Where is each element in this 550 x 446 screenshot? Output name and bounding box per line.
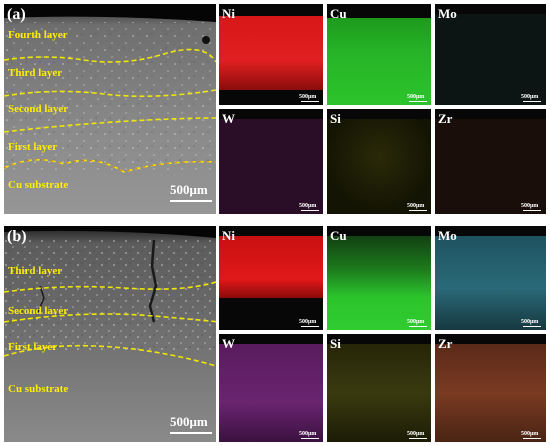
layer-label-a-3: Third layer <box>8 67 63 79</box>
map-a-w-scalebar <box>301 210 319 211</box>
map-a-w-scale: 500μm <box>299 203 317 209</box>
map-b-zr-scale: 500μm <box>521 431 539 437</box>
map-b-ni: Ni 500μm <box>219 226 323 330</box>
map-a-cu-band <box>327 18 431 105</box>
map-a-ni-band <box>219 16 323 90</box>
map-b-cu-label: Cu <box>330 228 347 243</box>
scale-bar-a <box>170 200 212 202</box>
map-a-si-scalebar <box>409 210 427 211</box>
panel-label-b: (b) <box>7 228 27 245</box>
map-a-si-scale: 500μm <box>407 203 425 209</box>
map-a-cu-label: Cu <box>330 6 347 21</box>
map-a-si-label: Si <box>330 111 341 126</box>
map-a-zr-scalebar <box>523 210 541 211</box>
map-b-si-label: Si <box>330 336 341 351</box>
map-b-si-scalebar <box>409 438 427 439</box>
map-a-mo-scalebar <box>523 101 541 102</box>
map-b-cu-scale: 500μm <box>407 319 425 325</box>
map-b-ni-scalebar <box>301 326 319 327</box>
scale-label-b: 500μm <box>170 414 208 429</box>
map-a-w-band <box>219 119 323 214</box>
map-b-mo-label: Mo <box>438 228 457 243</box>
map-b-si-band <box>327 344 431 442</box>
layer-label-b-2: Second layer <box>8 305 69 317</box>
map-b-zr-scalebar <box>523 438 541 439</box>
map-a-ni-scalebar <box>301 101 319 102</box>
map-b-mo-scalebar <box>523 326 541 327</box>
map-a-si-band <box>327 119 431 214</box>
map-a-w-label: W <box>222 111 235 126</box>
map-a-ni: Ni 500μm <box>219 4 323 105</box>
scale-label-a: 500μm <box>170 182 208 197</box>
layer-label-a-2: Second layer <box>8 103 69 115</box>
map-b-ni-scale: 500μm <box>299 319 317 325</box>
map-b-mo: Mo 500μm <box>435 226 546 330</box>
sem-image-a: (a) Fourth layer Third layer Second laye… <box>4 4 216 214</box>
map-a-cu-scale: 500μm <box>407 94 425 100</box>
map-a-ni-scale: 500μm <box>299 94 317 100</box>
map-b-w-band <box>219 344 323 442</box>
panel-label-a: (a) <box>7 6 26 23</box>
map-b-cu-band <box>327 236 431 330</box>
map-b-w: W 500μm <box>219 334 323 442</box>
map-a-mo-label: Mo <box>438 6 457 21</box>
map-b-ni-label: Ni <box>222 228 235 243</box>
layer-label-a-4: Fourth layer <box>8 29 68 41</box>
map-a-si: Si 500μm <box>327 109 431 214</box>
sem-image-b: (b) Third layer Second layer First layer… <box>4 226 216 442</box>
map-b-w-label: W <box>222 336 235 351</box>
map-b-ni-band <box>219 236 323 298</box>
layer-label-b-sub: Cu substrate <box>8 383 69 395</box>
map-b-si: Si 500μm <box>327 334 431 442</box>
map-a-zr-scale: 500μm <box>521 203 539 209</box>
map-b-zr-label: Zr <box>438 336 453 351</box>
map-b-zr-band <box>435 344 546 442</box>
map-a-zr-label: Zr <box>438 111 453 126</box>
map-b-w-scale: 500μm <box>299 431 317 437</box>
layer-label-a-sub: Cu substrate <box>8 179 69 191</box>
map-a-zr: Zr 500μm <box>435 109 546 214</box>
map-b-mo-band <box>435 236 546 330</box>
sem-a-overlay <box>4 4 216 173</box>
map-a-cu-scalebar <box>409 101 427 102</box>
map-a-mo-band <box>435 14 546 105</box>
map-b-cu: Cu 500μm <box>327 226 431 330</box>
map-a-w: W 500μm <box>219 109 323 214</box>
map-b-si-scale: 500μm <box>407 431 425 437</box>
map-a-mo-scale: 500μm <box>521 94 539 100</box>
map-a-zr-band <box>435 119 546 214</box>
map-a-cu: Cu 500μm <box>327 4 431 105</box>
map-b-cu-scalebar <box>409 326 427 327</box>
map-b-w-scalebar <box>301 438 319 439</box>
scale-bar-b <box>170 432 212 434</box>
sem-b-overlay <box>4 226 216 367</box>
map-b-zr: Zr 500μm <box>435 334 546 442</box>
map-b-mo-scale: 500μm <box>521 319 539 325</box>
map-a-ni-label: Ni <box>222 6 235 21</box>
layer-label-b-1: First layer <box>8 341 58 353</box>
layer-label-a-1: First layer <box>8 141 58 153</box>
map-a-mo: Mo 500μm <box>435 4 546 105</box>
layer-label-b-3: Third layer <box>8 265 63 277</box>
